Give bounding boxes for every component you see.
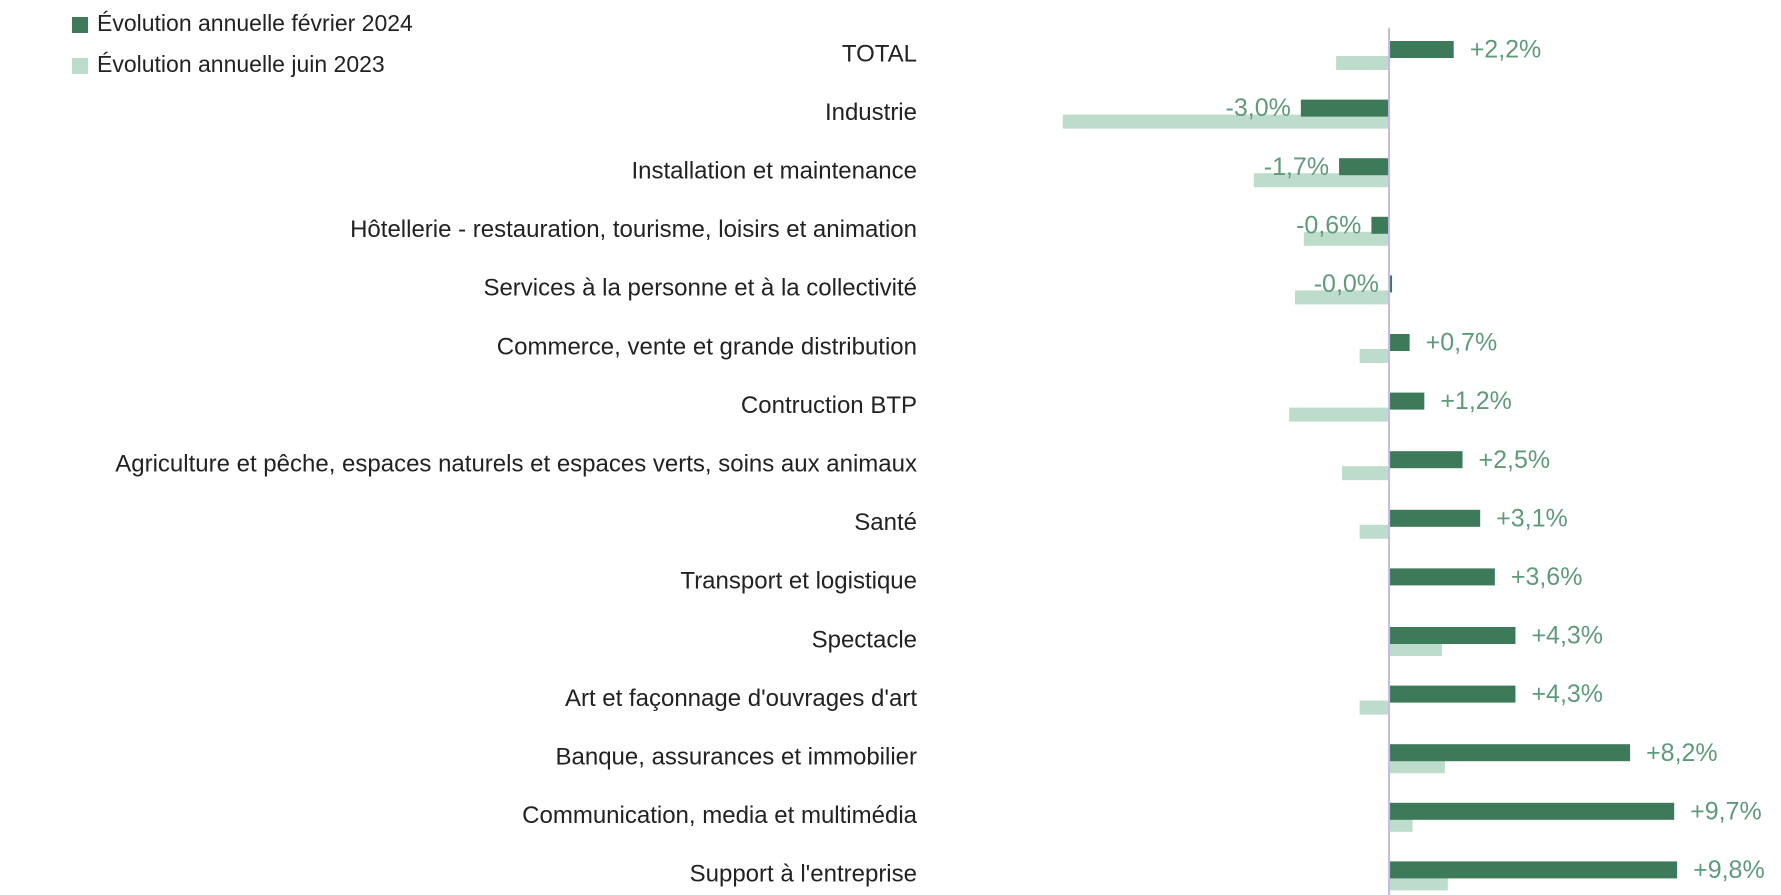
value-label: +8,2% — [1646, 739, 1718, 767]
bar — [1389, 685, 1516, 703]
legend-swatch — [72, 58, 88, 74]
category-label: Industrie — [825, 99, 917, 126]
bar — [1389, 41, 1454, 58]
value-label: +3,6% — [1511, 563, 1583, 591]
value-label: -3,0% — [1226, 94, 1291, 122]
legend-swatch — [72, 17, 88, 33]
bar — [1300, 99, 1390, 117]
value-label: +9,7% — [1690, 797, 1762, 825]
category-label: Installation et maintenance — [631, 158, 917, 185]
bar — [1389, 642, 1442, 656]
bar — [1389, 744, 1631, 762]
legend-label: Évolution annuelle février 2024 — [97, 10, 413, 36]
bar — [1389, 627, 1516, 644]
bar — [1389, 817, 1413, 832]
category-label: Services à la personne et à la collectiv… — [483, 275, 917, 302]
bar — [1389, 392, 1425, 410]
value-label: +9,8% — [1693, 856, 1765, 884]
bar — [1389, 568, 1495, 586]
bar — [1303, 231, 1390, 246]
category-label: Support à l'entreprise — [690, 861, 917, 888]
value-label: -0,6% — [1296, 211, 1361, 239]
bar — [1389, 861, 1678, 879]
category-label: Contruction BTP — [741, 392, 917, 419]
bar — [1359, 700, 1390, 715]
bar — [1294, 290, 1390, 305]
category-label: Agriculture et pêche, espaces naturels e… — [115, 451, 917, 478]
legend-label: Évolution annuelle juin 2023 — [97, 51, 385, 77]
category-label: Hôtellerie - restauration, tourisme, loi… — [350, 216, 917, 243]
bar — [1389, 876, 1448, 891]
value-label: -0,0% — [1314, 270, 1379, 298]
value-label: +0,7% — [1426, 329, 1498, 357]
bar — [1389, 275, 1393, 293]
bar — [1336, 56, 1390, 70]
value-label: -1,7% — [1264, 153, 1329, 181]
bar — [1389, 451, 1463, 469]
bar — [1389, 802, 1675, 820]
category-label: TOTAL — [842, 40, 917, 67]
category-label: Santé — [854, 509, 917, 536]
bar — [1359, 349, 1390, 363]
value-label: +2,2% — [1470, 36, 1542, 64]
category-label: Transport et logistique — [680, 568, 917, 595]
bar — [1253, 173, 1390, 188]
category-label: Spectacle — [812, 626, 917, 653]
category-label: Art et façonnage d'ouvrages d'art — [565, 685, 917, 712]
value-label: +2,5% — [1479, 446, 1551, 474]
bar — [1342, 466, 1390, 481]
value-label: +3,1% — [1496, 504, 1568, 532]
value-label: +4,3% — [1531, 680, 1603, 708]
bar — [1389, 334, 1410, 351]
category-label: Commerce, vente et grande distribution — [497, 333, 917, 360]
bar — [1389, 509, 1481, 527]
bar — [1289, 407, 1390, 422]
bar — [1389, 759, 1445, 774]
bar — [1371, 216, 1390, 234]
value-label: +1,2% — [1440, 387, 1512, 415]
category-label: Communication, media et multimédia — [522, 802, 917, 829]
bar — [1339, 158, 1390, 176]
category-label: Banque, assurances et immobilier — [555, 744, 917, 771]
bar — [1062, 114, 1390, 129]
value-label: +4,3% — [1531, 622, 1603, 650]
bar — [1359, 524, 1390, 539]
